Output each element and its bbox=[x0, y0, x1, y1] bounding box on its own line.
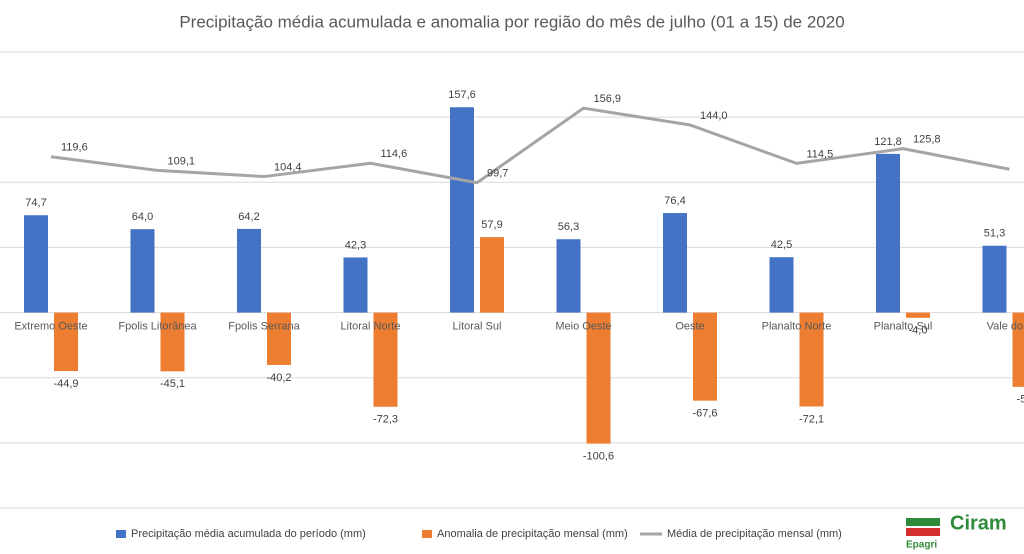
data-label: 74,7 bbox=[25, 197, 46, 209]
bar bbox=[343, 257, 368, 313]
bar bbox=[373, 312, 398, 407]
x-tick-label: Fpolis Litorânea bbox=[118, 320, 197, 332]
bar bbox=[876, 153, 900, 313]
x-tick-label: Planalto Norte bbox=[762, 320, 832, 332]
data-label: 125,8 bbox=[913, 134, 941, 146]
bar bbox=[1012, 312, 1024, 387]
bar bbox=[450, 107, 474, 313]
data-label: -100,6 bbox=[583, 451, 614, 463]
logo: Ciram Epagri bbox=[906, 512, 1007, 551]
data-label: 76,4 bbox=[664, 195, 685, 207]
data-label: 114,6 bbox=[381, 148, 408, 160]
data-label: 56,3 bbox=[558, 221, 579, 233]
bar bbox=[799, 312, 824, 407]
legend-label: Anomalia de precipitação mensal (mm) bbox=[437, 528, 628, 540]
x-tick-label: Fpolis Serrana bbox=[228, 320, 300, 332]
data-label: 156,9 bbox=[594, 93, 622, 105]
x-tick-label: Vale do It bbox=[987, 320, 1024, 332]
legend-swatch bbox=[116, 530, 126, 538]
legend-label: Média de precipitação mensal (mm) bbox=[667, 528, 842, 540]
data-label: 119,6 bbox=[61, 142, 88, 154]
data-label: -44,9 bbox=[53, 378, 78, 390]
bar bbox=[982, 245, 1007, 313]
data-label: 114,5 bbox=[807, 148, 834, 160]
x-tick-label: Litoral Norte bbox=[341, 320, 401, 332]
logo-bar bbox=[906, 518, 940, 526]
data-label: 64,0 bbox=[132, 211, 153, 223]
data-label: 42,3 bbox=[345, 239, 366, 251]
data-label: 42,5 bbox=[771, 239, 792, 251]
data-label: -72,3 bbox=[373, 414, 398, 426]
bar bbox=[480, 237, 504, 313]
logo-bar bbox=[906, 528, 940, 536]
data-label: -40,2 bbox=[266, 372, 291, 384]
data-label: 57,9 bbox=[481, 219, 502, 231]
logo-org: Epagri bbox=[906, 540, 937, 551]
bar bbox=[693, 312, 717, 401]
bar bbox=[906, 312, 930, 318]
x-tick-label: Oeste bbox=[675, 320, 704, 332]
data-label: -67,6 bbox=[692, 408, 717, 420]
logo-name: Ciram bbox=[950, 512, 1007, 534]
chart-title: Precipitação média acumulada e anomalia … bbox=[179, 12, 844, 31]
data-label: 99,7 bbox=[487, 168, 508, 180]
data-label: -4,0 bbox=[909, 325, 928, 337]
bar bbox=[663, 213, 687, 313]
bar bbox=[769, 257, 794, 313]
bar bbox=[24, 215, 48, 313]
data-label: 51,3 bbox=[984, 228, 1005, 240]
legend-swatch bbox=[422, 530, 432, 538]
x-tick-label: Planalto Sul bbox=[874, 320, 933, 332]
bar bbox=[160, 312, 185, 372]
data-label: 109,1 bbox=[168, 155, 196, 167]
bar bbox=[54, 312, 78, 372]
bar bbox=[237, 228, 261, 313]
x-tick-label: Extremo Oeste bbox=[14, 320, 87, 332]
data-label: -57 bbox=[1017, 394, 1024, 406]
data-label: 157,6 bbox=[448, 89, 476, 101]
data-label: 121,8 bbox=[874, 136, 902, 148]
bar bbox=[586, 312, 611, 444]
data-label: 144,0 bbox=[700, 110, 728, 122]
bar bbox=[556, 239, 581, 313]
bar bbox=[130, 229, 155, 313]
data-label: 64,2 bbox=[238, 211, 259, 223]
bar bbox=[267, 312, 291, 365]
data-label: -72,1 bbox=[799, 413, 824, 425]
legend-label: Precipitação média acumulada do período … bbox=[131, 528, 366, 540]
x-tick-label: Litoral Sul bbox=[453, 320, 502, 332]
data-label: -45,1 bbox=[160, 378, 185, 390]
line bbox=[50, 106, 1010, 185]
data-label: 104,4 bbox=[274, 161, 302, 173]
x-tick-label: Meio Oeste bbox=[555, 320, 611, 332]
